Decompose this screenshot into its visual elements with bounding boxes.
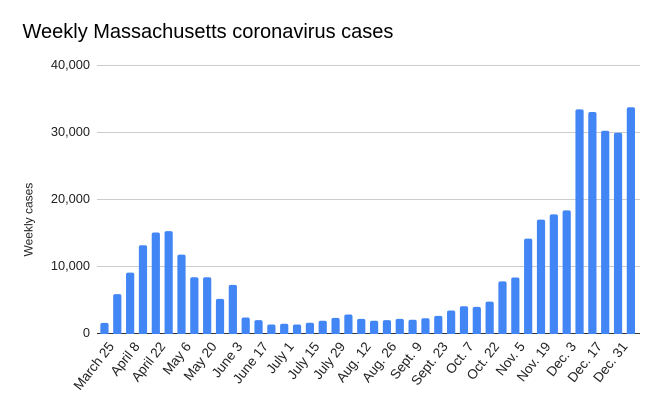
svg-text:40,000: 40,000: [51, 57, 90, 72]
svg-text:20,000: 20,000: [51, 191, 90, 206]
svg-text:Weekly Massachusetts coronavir: Weekly Massachusetts coronavirus cases: [23, 21, 394, 43]
svg-text:Weekly cases: Weekly cases: [21, 183, 35, 257]
svg-text:30,000: 30,000: [51, 124, 90, 139]
svg-text:0: 0: [83, 325, 90, 340]
svg-text:10,000: 10,000: [51, 258, 90, 273]
